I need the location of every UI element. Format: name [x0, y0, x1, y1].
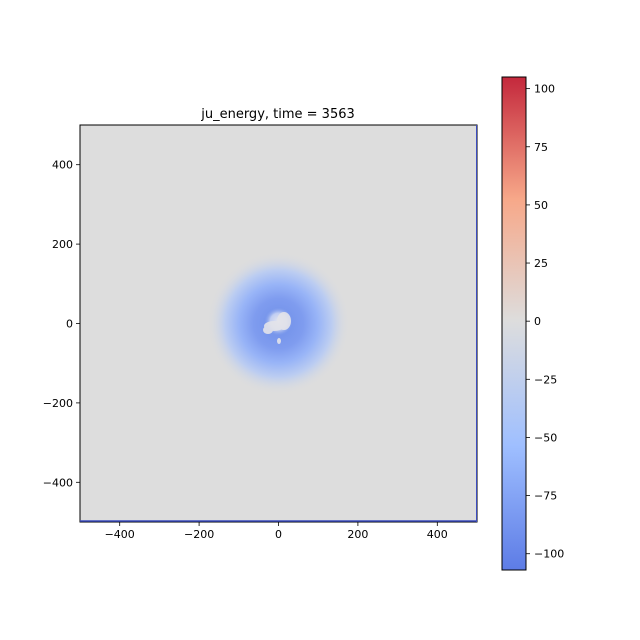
- colorbar-tick-label: 0: [534, 315, 541, 328]
- x-axis: −400 −200 0 200 400: [105, 522, 448, 541]
- y-tick-label: −200: [43, 397, 73, 410]
- x-tick-label: −400: [105, 528, 135, 541]
- y-tick-label: 200: [52, 238, 73, 251]
- colorbar-tick-label: 75: [534, 141, 548, 154]
- colorbar-tick-label: 100: [534, 83, 555, 96]
- chart-title: ju_energy, time = 3563: [200, 107, 355, 122]
- colorbar-tick-label: −25: [534, 373, 557, 386]
- colorbar-gradient: [501, 76, 527, 571]
- central-light-squiggle: [263, 312, 291, 344]
- colorbar: 100 75 50 25 0 −25 −50 −75 −100: [501, 76, 564, 571]
- y-tick-label: 400: [52, 159, 73, 172]
- colorbar-tick-label: −100: [534, 548, 564, 561]
- x-tick-label: 200: [347, 528, 368, 541]
- y-tick-label: −400: [43, 476, 73, 489]
- x-tick-label: 400: [427, 528, 448, 541]
- x-tick-label: −200: [184, 528, 214, 541]
- heatmap-plot-area: [79, 124, 478, 523]
- colorbar-tick-label: −50: [534, 431, 557, 444]
- colorbar-tick-label: 50: [534, 199, 548, 212]
- x-tick-label: 0: [275, 528, 282, 541]
- y-axis: −400 −200 0 200 400: [43, 159, 80, 489]
- y-tick-label: 0: [66, 318, 73, 331]
- colorbar-ticks: 100 75 50 25 0 −25 −50 −75 −100: [526, 83, 564, 561]
- colorbar-tick-label: 25: [534, 257, 548, 270]
- colorbar-tick-label: −75: [534, 490, 557, 503]
